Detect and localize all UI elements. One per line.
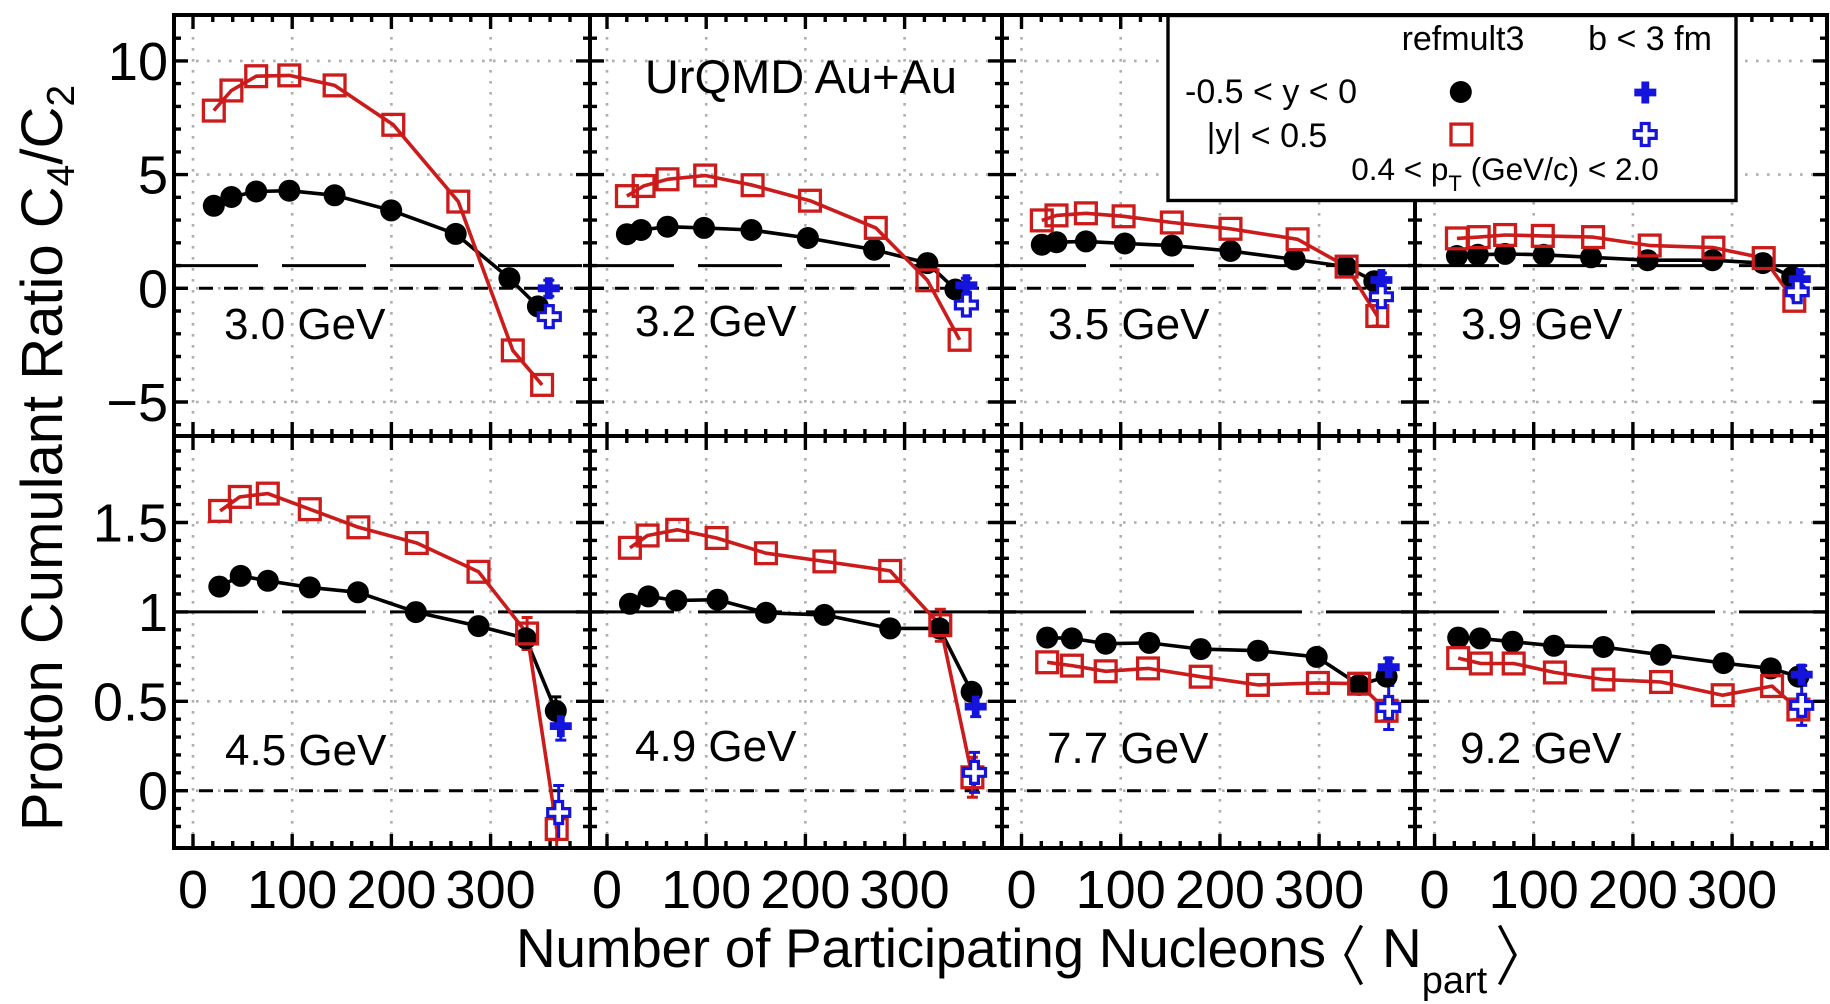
svg-text:4.9 GeV: 4.9 GeV xyxy=(635,722,797,771)
svg-text:UrQMD Au+Au: UrQMD Au+Au xyxy=(645,50,957,103)
svg-text:9.2 GeV: 9.2 GeV xyxy=(1460,724,1622,773)
svg-text:300: 300 xyxy=(446,860,536,920)
svg-text:0: 0 xyxy=(1006,860,1036,920)
svg-text:300: 300 xyxy=(1274,860,1364,920)
svg-text:1: 1 xyxy=(138,583,168,643)
svg-text:200: 200 xyxy=(346,860,436,920)
svg-text:Number of Participating Nucleo: Number of Participating Nucleons xyxy=(516,917,1326,979)
svg-text:refmult3: refmult3 xyxy=(1402,20,1525,58)
svg-text:100: 100 xyxy=(1076,860,1166,920)
svg-text:0.5: 0.5 xyxy=(93,672,168,732)
svg-text:0: 0 xyxy=(1419,860,1449,920)
svg-text:1.5: 1.5 xyxy=(93,494,168,554)
svg-text:300: 300 xyxy=(860,860,950,920)
svg-text:200: 200 xyxy=(760,860,850,920)
svg-text:200: 200 xyxy=(1175,860,1265,920)
svg-text:0: 0 xyxy=(592,860,622,920)
svg-text:Proton Cumulant Ratio C4/C2: Proton Cumulant Ratio C4/C2 xyxy=(10,85,83,831)
svg-text:0: 0 xyxy=(138,762,168,822)
svg-text:4.5 GeV: 4.5 GeV xyxy=(225,726,387,775)
svg-text:100: 100 xyxy=(247,860,337,920)
svg-text:3.9 GeV: 3.9 GeV xyxy=(1461,300,1623,349)
svg-text:300: 300 xyxy=(1687,860,1777,920)
svg-text:100: 100 xyxy=(1489,860,1579,920)
svg-text:0: 0 xyxy=(138,259,168,319)
svg-text:|y| < 0.5: |y| < 0.5 xyxy=(1207,117,1328,155)
svg-text:0: 0 xyxy=(178,860,208,920)
svg-text:−5: −5 xyxy=(106,373,168,433)
svg-text:5: 5 xyxy=(138,146,168,206)
svg-text:100: 100 xyxy=(661,860,751,920)
svg-text:3.0 GeV: 3.0 GeV xyxy=(224,300,386,349)
svg-text:3.2 GeV: 3.2 GeV xyxy=(635,297,797,346)
svg-text:-0.5 < y < 0: -0.5 < y < 0 xyxy=(1185,73,1357,111)
svg-text:200: 200 xyxy=(1588,860,1678,920)
svg-text:b < 3 fm: b < 3 fm xyxy=(1588,20,1712,58)
svg-text:7.7 GeV: 7.7 GeV xyxy=(1047,724,1209,773)
svg-text:10: 10 xyxy=(108,32,168,92)
svg-text:3.5 GeV: 3.5 GeV xyxy=(1048,300,1210,349)
